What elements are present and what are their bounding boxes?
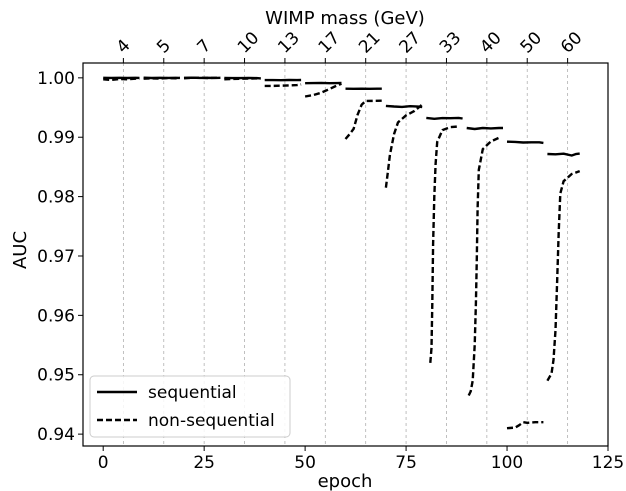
x-axis-label: epoch (318, 471, 373, 491)
legend-box (89, 375, 291, 438)
x-tick-label-3: 75 (395, 453, 417, 473)
line-non-sequential-7 (384, 103, 423, 188)
line-non-sequential-9 (467, 136, 500, 397)
legend: sequential non-sequential (89, 375, 291, 438)
top-tick-label-3: 10 (234, 28, 263, 57)
top-tick-label-1: 5 (153, 36, 175, 58)
line-non-sequential-10 (506, 421, 544, 430)
series-sequential (103, 76, 580, 157)
line-non-sequential-11 (546, 169, 581, 382)
top-tick-label-2: 7 (194, 36, 216, 58)
line-non-sequential-5 (304, 82, 342, 98)
top-axis-label: WIMP mass (GeV) (265, 8, 425, 29)
top-tick-label-6: 21 (355, 28, 384, 57)
x-tick-label-5: 125 (592, 453, 624, 473)
line-sequential-8 (426, 116, 463, 120)
legend-label-non-sequential: non-sequential (148, 411, 275, 431)
top-tick-label-10: 50 (517, 28, 546, 57)
line-non-sequential-1 (143, 76, 181, 80)
x-tick-label-1: 25 (193, 453, 215, 473)
top-tick-label-8: 33 (436, 28, 465, 57)
x-tick-label-0: 0 (98, 453, 109, 473)
line-non-sequential-2 (183, 76, 221, 80)
y-tick-label-5: 0.99 (37, 128, 75, 148)
x-tick-label-4: 100 (491, 453, 523, 473)
series-non-sequential (103, 76, 581, 430)
y-tick-label-1: 0.95 (37, 366, 75, 386)
line-non-sequential-0 (103, 77, 140, 82)
legend-label-sequential: sequential (148, 383, 237, 403)
y-axis-label: AUC (10, 231, 31, 269)
y-tick-label-6: 1.00 (37, 69, 75, 89)
line-sequential-7 (385, 104, 423, 109)
y-tick-label-0: 0.94 (37, 425, 75, 445)
plot-lines (103, 76, 581, 430)
top-tick-label-4: 13 (274, 28, 303, 57)
line-non-sequential-6 (344, 99, 382, 140)
top-tick-label-0: 4 (113, 36, 135, 58)
y-tick-label-4: 0.98 (37, 188, 75, 208)
y-tick-label-2: 0.96 (37, 306, 75, 326)
line-non-sequential-8 (429, 125, 459, 363)
line-non-sequential-3 (224, 77, 261, 81)
top-tick-label-9: 40 (476, 28, 505, 57)
x-tick-label-2: 50 (294, 453, 316, 473)
line-sequential-9 (466, 126, 503, 131)
line-non-sequential-4 (264, 83, 302, 88)
plot-frame (82, 62, 609, 447)
line-sequential-11 (547, 152, 580, 157)
top-tick-label-11: 60 (557, 28, 586, 57)
line-sequential-10 (506, 140, 544, 145)
top-tick-label-7: 27 (395, 28, 424, 57)
top-tick-label-5: 17 (315, 28, 344, 57)
y-tick-label-3: 0.97 (37, 247, 75, 267)
